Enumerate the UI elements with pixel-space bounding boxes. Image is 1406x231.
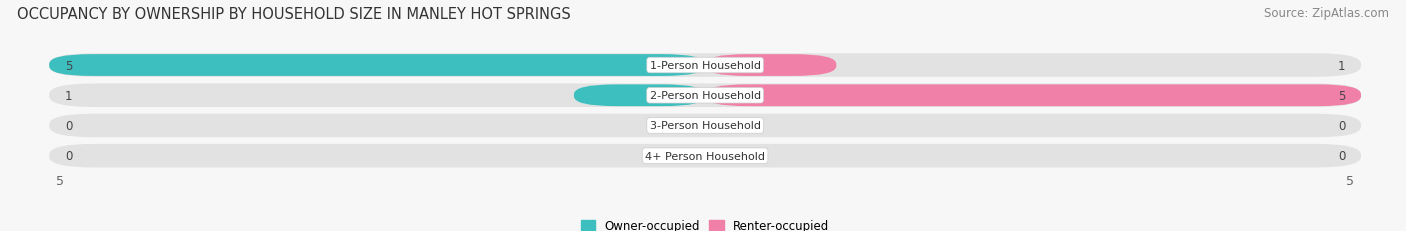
Text: 5: 5 bbox=[1339, 89, 1346, 102]
Text: 2-Person Household: 2-Person Household bbox=[650, 91, 761, 101]
Text: 0: 0 bbox=[65, 149, 72, 162]
Text: 4+ Person Household: 4+ Person Household bbox=[645, 151, 765, 161]
Text: 1: 1 bbox=[65, 89, 73, 102]
FancyBboxPatch shape bbox=[706, 55, 837, 77]
Text: 0: 0 bbox=[65, 119, 72, 132]
Text: Source: ZipAtlas.com: Source: ZipAtlas.com bbox=[1264, 7, 1389, 20]
Text: 3-Person Household: 3-Person Household bbox=[650, 121, 761, 131]
FancyBboxPatch shape bbox=[706, 85, 1361, 107]
FancyBboxPatch shape bbox=[574, 85, 706, 107]
Text: OCCUPANCY BY OWNERSHIP BY HOUSEHOLD SIZE IN MANLEY HOT SPRINGS: OCCUPANCY BY OWNERSHIP BY HOUSEHOLD SIZE… bbox=[17, 7, 571, 22]
Text: 5: 5 bbox=[56, 175, 63, 188]
Legend: Owner-occupied, Renter-occupied: Owner-occupied, Renter-occupied bbox=[576, 215, 834, 231]
FancyBboxPatch shape bbox=[49, 54, 1361, 77]
FancyBboxPatch shape bbox=[49, 55, 706, 77]
FancyBboxPatch shape bbox=[49, 84, 1361, 108]
Text: 0: 0 bbox=[1339, 149, 1346, 162]
FancyBboxPatch shape bbox=[49, 144, 1361, 168]
Text: 0: 0 bbox=[1339, 119, 1346, 132]
Text: 5: 5 bbox=[1347, 175, 1354, 188]
Text: 1-Person Household: 1-Person Household bbox=[650, 61, 761, 71]
Text: 1: 1 bbox=[1337, 59, 1346, 72]
FancyBboxPatch shape bbox=[49, 114, 1361, 138]
Text: 5: 5 bbox=[65, 59, 72, 72]
